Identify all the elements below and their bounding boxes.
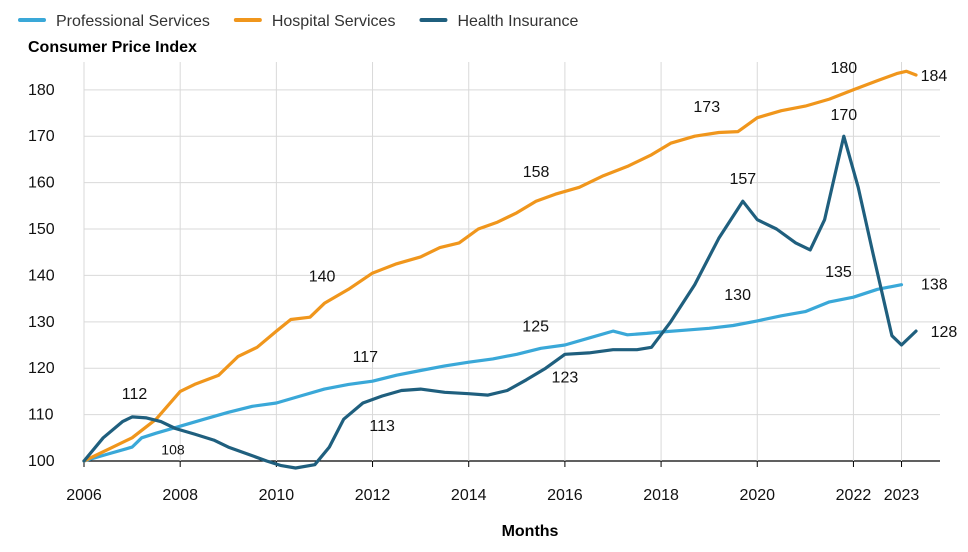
data-label-hospital-services: 180 (830, 60, 857, 77)
x-tick-label: 2012 (355, 487, 391, 504)
series-line-health-insurance (82, 134, 918, 470)
data-label-hospital-services: 184 (921, 68, 948, 85)
x-axis-title: Months (502, 523, 559, 540)
y-tick-label: 140 (28, 267, 55, 284)
y-axis-title: Consumer Price Index (28, 39, 197, 56)
data-label-professional-services: 130 (724, 287, 751, 304)
legend-item-hospital-services: Hospital Services (233, 13, 396, 30)
data-label-health-insurance: 157 (729, 171, 756, 188)
data-label-health-insurance: 108 (161, 442, 185, 458)
data-label-professional-services: 117 (353, 349, 379, 366)
x-tick-label: 2023 (884, 487, 920, 504)
x-tick-label: 2018 (643, 487, 679, 504)
x-tick-label: 2022 (836, 487, 872, 504)
y-tick-label: 160 (28, 175, 55, 192)
x-tick-label: 2020 (739, 487, 775, 504)
gridlines (83, 62, 940, 462)
data-label-hospital-services: 173 (693, 99, 720, 116)
y-tick-label: 110 (28, 407, 54, 424)
legend-item-health-insurance: Health Insurance (419, 13, 579, 30)
y-tick-label: 150 (28, 221, 55, 238)
data-labels: 117 125 130 135 138 140 158 173 180 184 112 108 113 1… (122, 60, 958, 458)
y-tick-label: 170 (28, 128, 55, 145)
series-line-professional-services (82, 283, 904, 463)
legend-label: Professional Services (56, 13, 210, 30)
x-tick-label: 2006 (66, 487, 102, 504)
data-label-health-insurance: 123 (552, 369, 579, 386)
data-label-hospital-services: 140 (309, 269, 336, 286)
y-axis-ticks: 100 110 120 130 140 150 160 170 180 (28, 82, 55, 470)
legend-label: Health Insurance (457, 13, 578, 30)
legend-item-professional-services: Professional Services (18, 13, 210, 30)
y-tick-label: 120 (28, 360, 55, 377)
data-label-health-insurance: 112 (122, 386, 148, 403)
x-tick-label: 2008 (162, 487, 198, 504)
x-tick-label: 2014 (451, 487, 487, 504)
x-tick-label: 2016 (547, 487, 583, 504)
series-lines (82, 69, 918, 470)
data-label-health-insurance: 113 (369, 418, 395, 435)
y-tick-label: 100 (28, 453, 55, 470)
x-axis-ticks: 2006 2008 2010 2012 2014 2016 2018 2020 2022 2023 (66, 461, 919, 504)
data-label-professional-services: 125 (522, 318, 549, 335)
data-label-health-insurance: 170 (830, 107, 857, 124)
x-tick-label: 2010 (259, 487, 295, 504)
series-line-hospital-services (82, 69, 918, 463)
data-label-professional-services: 138 (921, 277, 948, 294)
data-label-health-insurance: 128 (931, 324, 958, 341)
data-label-professional-services: 135 (825, 264, 852, 281)
chart-legend: Professional Services Hospital Services He… (18, 13, 579, 30)
y-tick-label: 180 (28, 82, 55, 99)
y-tick-label: 130 (28, 314, 55, 331)
data-label-hospital-services: 158 (523, 164, 550, 181)
legend-label: Hospital Services (272, 13, 396, 30)
